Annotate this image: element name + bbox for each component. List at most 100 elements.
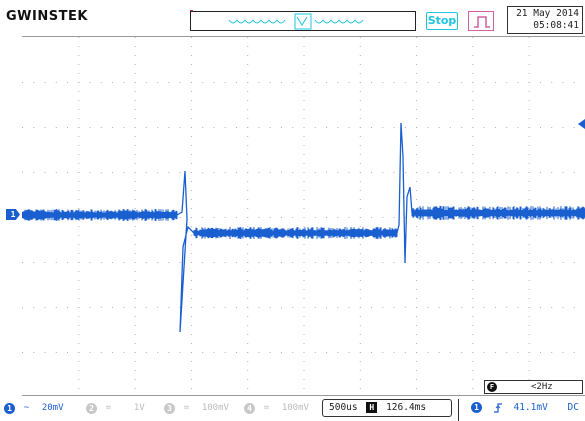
grid-dot	[360, 226, 361, 227]
grid-dot	[191, 100, 192, 101]
grid-dot	[416, 307, 417, 308]
frequency-readout: F <2Hz	[484, 380, 583, 394]
grid-dot	[247, 334, 248, 335]
grid-dot	[135, 181, 136, 182]
grid-dot	[472, 307, 473, 308]
grid-dot	[360, 271, 361, 272]
grid-dot	[551, 352, 552, 353]
grid-dot	[191, 253, 192, 254]
grid-dot	[416, 64, 417, 65]
grid-dot	[506, 172, 507, 173]
grid-dot	[315, 127, 316, 128]
grid-dot	[416, 127, 417, 128]
grid-dot	[416, 109, 417, 110]
grid-dot	[281, 82, 282, 83]
grid-dot	[78, 127, 79, 128]
grid-dot	[304, 316, 305, 317]
grid-dot	[78, 37, 79, 38]
grid-dot	[360, 127, 361, 128]
grid-dot	[337, 82, 338, 83]
run-stop-status[interactable]: Stop	[426, 12, 458, 30]
grid-dot	[135, 388, 136, 389]
grid-dot	[394, 307, 395, 308]
channel-4-setting[interactable]: 4 = 100mV	[244, 401, 309, 415]
grid-dot	[304, 154, 305, 155]
grid-dot	[45, 262, 46, 263]
waveform-grid-svg	[22, 37, 585, 397]
grid-dot	[472, 379, 473, 380]
grid-dot	[529, 352, 530, 353]
channel-1-setting[interactable]: 1 ~ 20mV	[4, 401, 64, 415]
grid-dot	[135, 262, 136, 263]
grid-dot	[90, 307, 91, 308]
grid-dot	[304, 190, 305, 191]
grid-dot	[304, 109, 305, 110]
grid-dot	[247, 262, 248, 263]
grid-dot	[506, 307, 507, 308]
grid-dot	[551, 127, 552, 128]
grid-dot	[270, 172, 271, 173]
grid-dot	[360, 379, 361, 380]
ch1-ground-marker[interactable]: 1	[6, 209, 20, 220]
grid-dot	[202, 82, 203, 83]
grid-dot	[495, 307, 496, 308]
grid-dot	[484, 352, 485, 353]
grid-dot	[258, 307, 259, 308]
grid-dot	[371, 82, 372, 83]
grid-dot	[450, 127, 451, 128]
channel-2-setting[interactable]: 2 = 1V	[86, 401, 145, 415]
grid-dot	[472, 244, 473, 245]
grid-dot	[191, 127, 192, 128]
grid-dot	[247, 298, 248, 299]
trigger-type-indicator[interactable]	[468, 11, 494, 31]
grid-dot	[247, 109, 248, 110]
grid-dot	[180, 127, 181, 128]
trigger-setting[interactable]: 1 41.1mV DC	[458, 399, 585, 421]
grid-dot	[247, 280, 248, 281]
grid-dot	[484, 127, 485, 128]
grid-dot	[191, 82, 192, 83]
grid-dot	[394, 82, 395, 83]
grid-dot	[135, 208, 136, 209]
grid-dot	[450, 172, 451, 173]
grid-dot	[67, 262, 68, 263]
grid-dot	[78, 226, 79, 227]
grid-dot	[180, 262, 181, 263]
grid-dot	[225, 217, 226, 218]
grid-dot	[326, 217, 327, 218]
grid-dot	[236, 172, 237, 173]
grid-dot	[78, 325, 79, 326]
channel-3-setting[interactable]: 3 = 100mV	[164, 401, 229, 415]
grid-dot	[551, 82, 552, 83]
grid-dot	[247, 73, 248, 74]
grid-dot	[112, 262, 113, 263]
grid-dot	[45, 127, 46, 128]
grid-dot	[213, 172, 214, 173]
grid-dot	[78, 181, 79, 182]
channel-1-scale: 20mV	[42, 401, 64, 415]
grid-dot	[495, 172, 496, 173]
grid-dot	[472, 370, 473, 371]
grid-dot	[247, 82, 248, 83]
grid-dot	[135, 154, 136, 155]
grid-dot	[562, 127, 563, 128]
grid-dot	[191, 280, 192, 281]
grid-dot	[135, 82, 136, 83]
grid-dot	[191, 181, 192, 182]
grid-dot	[191, 235, 192, 236]
grid-dot	[135, 64, 136, 65]
memory-bar[interactable]	[190, 11, 416, 31]
grid-dot	[529, 73, 530, 74]
grid-dot	[78, 118, 79, 119]
grid-dot	[78, 136, 79, 137]
grid-dot	[56, 307, 57, 308]
timebase-setting[interactable]: 500us H 126.4ms	[322, 399, 452, 417]
grid-dot	[382, 217, 383, 218]
grid-dot	[562, 307, 563, 308]
grid-dot	[191, 109, 192, 110]
grid-dot	[191, 37, 192, 38]
grid-dot	[360, 37, 361, 38]
time-text: 05:08:41	[511, 20, 579, 32]
grid-dot	[247, 127, 248, 128]
grid-dot	[146, 82, 147, 83]
